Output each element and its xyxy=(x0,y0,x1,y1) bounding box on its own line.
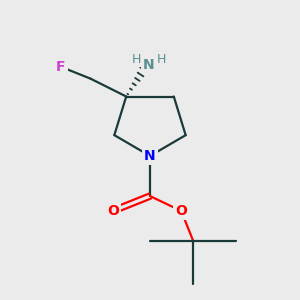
Text: O: O xyxy=(107,204,119,218)
Text: O: O xyxy=(175,204,187,218)
Text: F: F xyxy=(56,60,66,74)
Text: H: H xyxy=(156,53,166,66)
Text: H: H xyxy=(131,53,141,66)
Text: N: N xyxy=(144,149,156,163)
Text: N: N xyxy=(143,58,154,72)
